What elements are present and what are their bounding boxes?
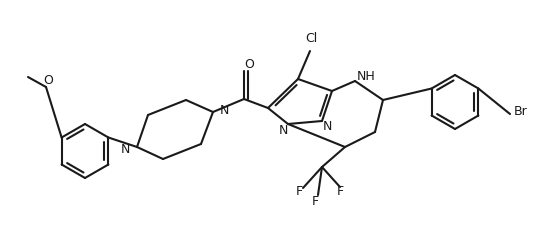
Text: Br: Br: [514, 105, 528, 118]
Text: N: N: [220, 104, 229, 117]
Text: Cl: Cl: [305, 32, 317, 45]
Text: O: O: [244, 57, 254, 70]
Text: O: O: [43, 74, 53, 87]
Text: F: F: [295, 185, 302, 198]
Text: N: N: [120, 143, 130, 156]
Text: F: F: [312, 195, 319, 207]
Text: N: N: [322, 120, 332, 133]
Text: F: F: [336, 185, 343, 198]
Text: N: N: [278, 124, 288, 137]
Text: NH: NH: [357, 69, 376, 82]
